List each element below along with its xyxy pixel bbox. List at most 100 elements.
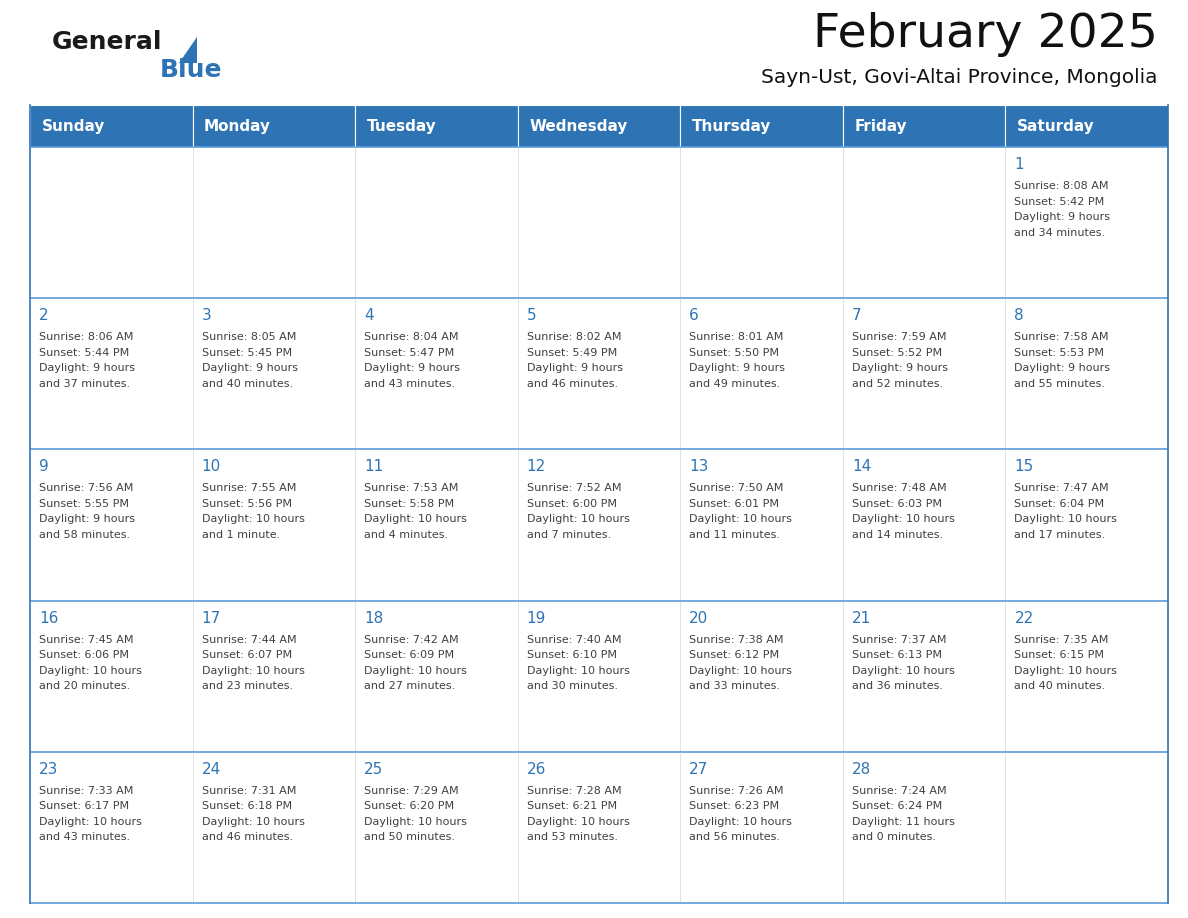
Text: Sunset: 5:45 PM: Sunset: 5:45 PM [202, 348, 292, 358]
Text: and 55 minutes.: and 55 minutes. [1015, 379, 1105, 388]
Text: Daylight: 11 hours: Daylight: 11 hours [852, 817, 955, 827]
Text: 23: 23 [39, 762, 58, 777]
Text: Daylight: 10 hours: Daylight: 10 hours [365, 666, 467, 676]
Text: and 34 minutes.: and 34 minutes. [1015, 228, 1106, 238]
Text: Daylight: 9 hours: Daylight: 9 hours [39, 364, 135, 374]
Text: Sunset: 6:06 PM: Sunset: 6:06 PM [39, 650, 129, 660]
Bar [355, 450, 518, 600]
Text: and 46 minutes.: and 46 minutes. [526, 379, 618, 388]
Text: Sunrise: 8:08 AM: Sunrise: 8:08 AM [1015, 181, 1108, 191]
Bar [518, 752, 681, 903]
Text: Sunset: 6:15 PM: Sunset: 6:15 PM [1015, 650, 1105, 660]
Text: and 30 minutes.: and 30 minutes. [526, 681, 618, 691]
Text: Daylight: 9 hours: Daylight: 9 hours [852, 364, 948, 374]
Text: Sunset: 6:17 PM: Sunset: 6:17 PM [39, 801, 129, 812]
Text: Daylight: 10 hours: Daylight: 10 hours [852, 514, 955, 524]
Text: 3: 3 [202, 308, 211, 323]
Text: and 23 minutes.: and 23 minutes. [202, 681, 292, 691]
Text: Blue: Blue [160, 58, 222, 82]
Text: Daylight: 10 hours: Daylight: 10 hours [202, 817, 304, 827]
Text: 20: 20 [689, 610, 708, 625]
Text: 14: 14 [852, 459, 871, 475]
Text: Sunset: 5:58 PM: Sunset: 5:58 PM [365, 498, 454, 509]
Text: Sunrise: 7:24 AM: Sunrise: 7:24 AM [852, 786, 947, 796]
Text: 28: 28 [852, 762, 871, 777]
Bar [192, 600, 355, 752]
Text: and 37 minutes.: and 37 minutes. [39, 379, 131, 388]
Bar [30, 450, 192, 600]
Text: Sunrise: 7:35 AM: Sunrise: 7:35 AM [1015, 634, 1108, 644]
Text: Sunset: 6:18 PM: Sunset: 6:18 PM [202, 801, 292, 812]
Text: Sunrise: 7:28 AM: Sunrise: 7:28 AM [526, 786, 621, 796]
Text: Sunrise: 7:50 AM: Sunrise: 7:50 AM [689, 484, 784, 493]
Text: Monday: Monday [204, 118, 271, 133]
Bar [681, 600, 842, 752]
Text: Sunrise: 7:47 AM: Sunrise: 7:47 AM [1015, 484, 1110, 493]
Text: Sunrise: 8:04 AM: Sunrise: 8:04 AM [365, 332, 459, 342]
Text: Sunrise: 7:33 AM: Sunrise: 7:33 AM [39, 786, 133, 796]
Text: and 49 minutes.: and 49 minutes. [689, 379, 781, 388]
Text: Sunset: 6:01 PM: Sunset: 6:01 PM [689, 498, 779, 509]
Bar [681, 752, 842, 903]
Bar [842, 147, 1005, 298]
Text: 12: 12 [526, 459, 546, 475]
Text: Daylight: 9 hours: Daylight: 9 hours [526, 364, 623, 374]
Bar [1005, 600, 1168, 752]
Text: Sunset: 5:47 PM: Sunset: 5:47 PM [365, 348, 454, 358]
Text: Friday: Friday [854, 118, 906, 133]
Text: Daylight: 9 hours: Daylight: 9 hours [202, 364, 297, 374]
Text: Daylight: 10 hours: Daylight: 10 hours [365, 514, 467, 524]
Bar [192, 298, 355, 450]
Text: Sunset: 6:00 PM: Sunset: 6:00 PM [526, 498, 617, 509]
Text: Daylight: 9 hours: Daylight: 9 hours [365, 364, 460, 374]
Text: Daylight: 10 hours: Daylight: 10 hours [689, 666, 792, 676]
Text: and 43 minutes.: and 43 minutes. [365, 379, 455, 388]
Text: 19: 19 [526, 610, 546, 625]
Text: Sunrise: 8:02 AM: Sunrise: 8:02 AM [526, 332, 621, 342]
Text: and 43 minutes.: and 43 minutes. [39, 833, 131, 843]
Text: and 53 minutes.: and 53 minutes. [526, 833, 618, 843]
Bar [518, 600, 681, 752]
Text: Daylight: 10 hours: Daylight: 10 hours [39, 817, 141, 827]
Text: Sunset: 6:04 PM: Sunset: 6:04 PM [1015, 498, 1105, 509]
Text: Thursday: Thursday [691, 118, 771, 133]
Text: and 17 minutes.: and 17 minutes. [1015, 530, 1106, 540]
Text: Sunrise: 7:48 AM: Sunrise: 7:48 AM [852, 484, 947, 493]
Bar [192, 105, 355, 147]
Bar [681, 450, 842, 600]
Text: Saturday: Saturday [1017, 118, 1094, 133]
Text: Sunrise: 7:37 AM: Sunrise: 7:37 AM [852, 634, 947, 644]
Text: Sunset: 6:12 PM: Sunset: 6:12 PM [689, 650, 779, 660]
Text: 27: 27 [689, 762, 708, 777]
Bar [192, 752, 355, 903]
Text: Tuesday: Tuesday [367, 118, 436, 133]
Text: and 52 minutes.: and 52 minutes. [852, 379, 943, 388]
Text: Sunset: 5:44 PM: Sunset: 5:44 PM [39, 348, 129, 358]
Text: Daylight: 10 hours: Daylight: 10 hours [202, 514, 304, 524]
Text: Sunrise: 7:29 AM: Sunrise: 7:29 AM [365, 786, 459, 796]
Text: Sunrise: 7:26 AM: Sunrise: 7:26 AM [689, 786, 784, 796]
Polygon shape [179, 37, 197, 63]
Text: Sunrise: 7:40 AM: Sunrise: 7:40 AM [526, 634, 621, 644]
Text: 15: 15 [1015, 459, 1034, 475]
Bar [30, 298, 192, 450]
Text: and 20 minutes.: and 20 minutes. [39, 681, 131, 691]
Text: Sunrise: 7:58 AM: Sunrise: 7:58 AM [1015, 332, 1108, 342]
Text: 21: 21 [852, 610, 871, 625]
Bar [30, 147, 192, 298]
Text: Daylight: 10 hours: Daylight: 10 hours [202, 666, 304, 676]
Text: Daylight: 10 hours: Daylight: 10 hours [852, 666, 955, 676]
Text: Sunset: 6:07 PM: Sunset: 6:07 PM [202, 650, 292, 660]
Bar [30, 752, 192, 903]
Bar [1005, 105, 1168, 147]
Text: 25: 25 [365, 762, 384, 777]
Text: Daylight: 10 hours: Daylight: 10 hours [1015, 666, 1117, 676]
Text: Daylight: 10 hours: Daylight: 10 hours [39, 666, 141, 676]
Text: 13: 13 [689, 459, 709, 475]
Bar [518, 105, 681, 147]
Text: and 0 minutes.: and 0 minutes. [852, 833, 936, 843]
Text: Daylight: 10 hours: Daylight: 10 hours [526, 817, 630, 827]
Text: General: General [52, 30, 163, 54]
Text: and 40 minutes.: and 40 minutes. [202, 379, 292, 388]
Bar [842, 105, 1005, 147]
